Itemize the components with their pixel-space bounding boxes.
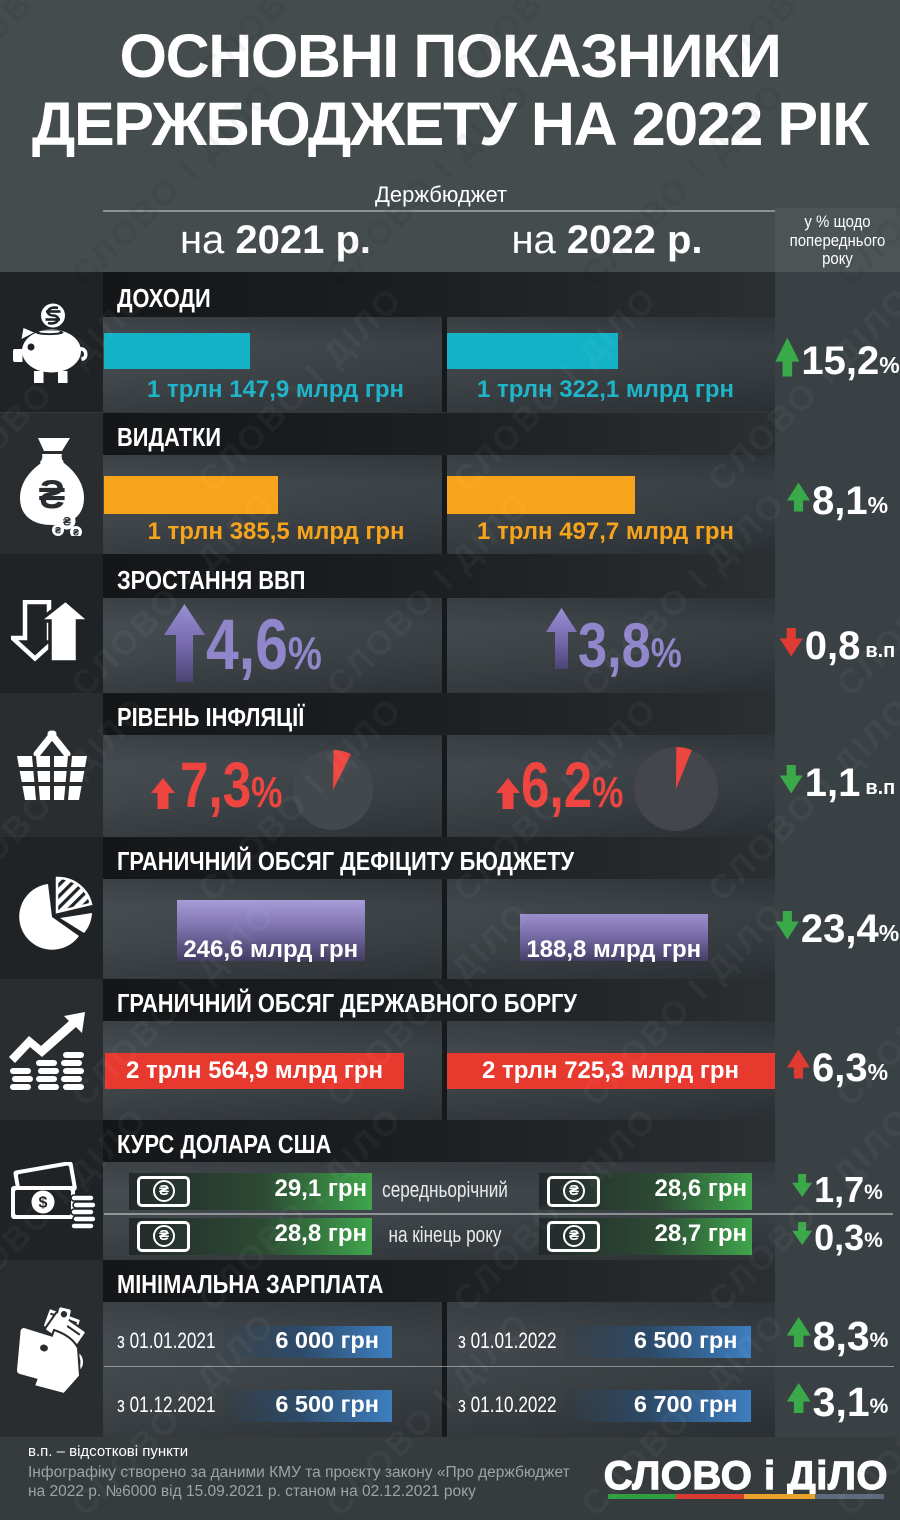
svg-text:₴: ₴ bbox=[63, 515, 71, 529]
svg-text:$: $ bbox=[39, 1195, 48, 1212]
svg-text:₴: ₴ bbox=[73, 528, 79, 537]
svg-text:₴: ₴ bbox=[55, 526, 61, 536]
svg-text:₴: ₴ bbox=[39, 473, 66, 517]
